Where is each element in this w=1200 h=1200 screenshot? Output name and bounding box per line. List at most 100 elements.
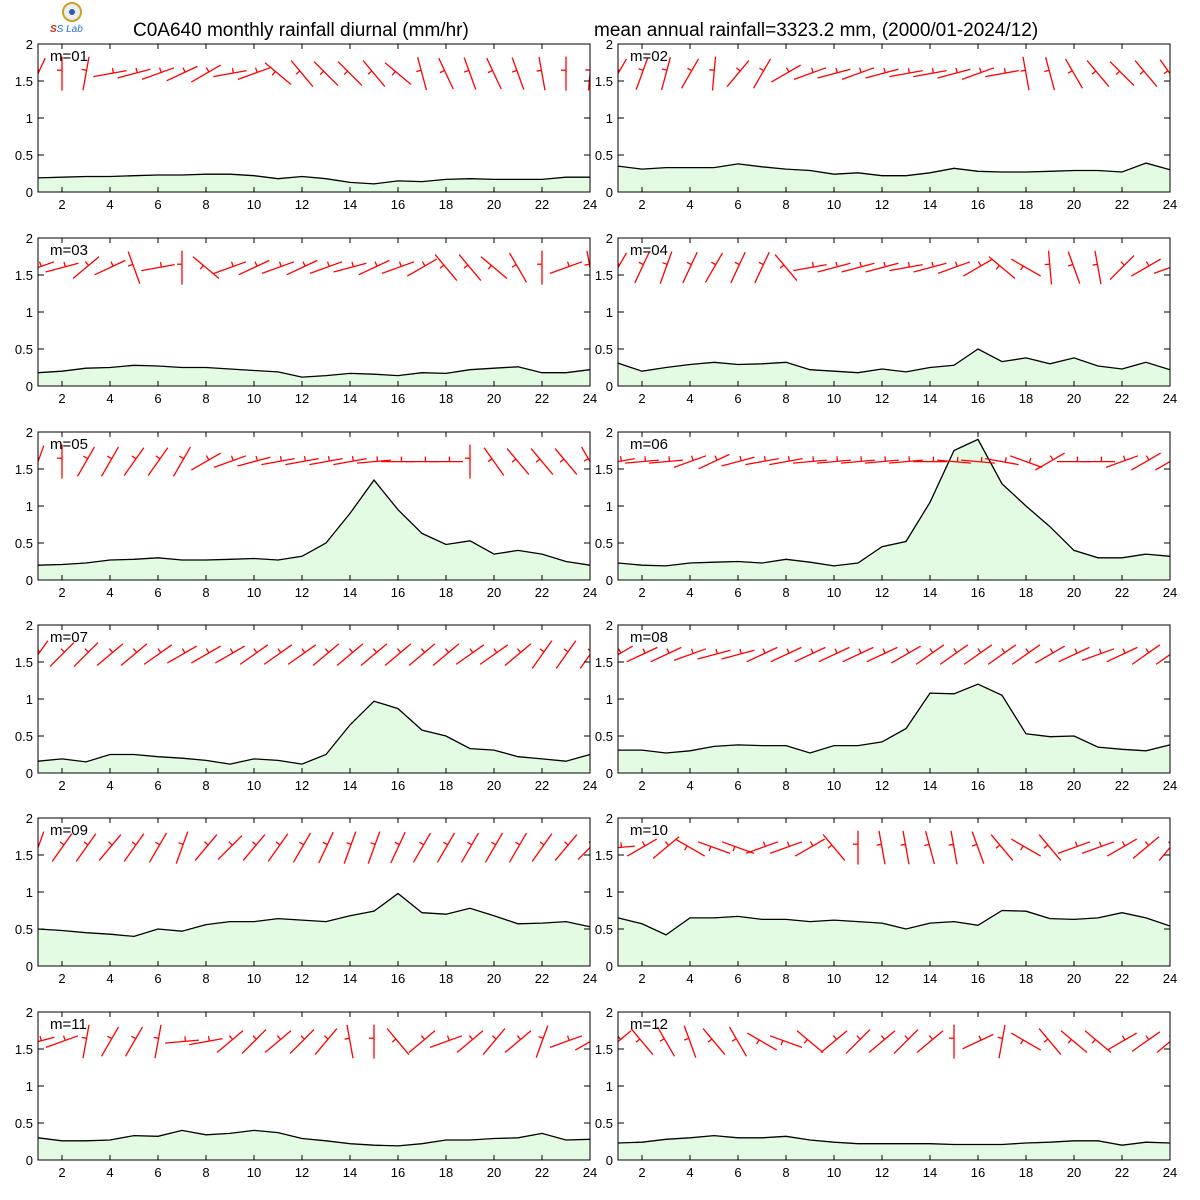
x-tick-label: 20 [487, 197, 501, 212]
x-tick-label: 20 [487, 971, 501, 986]
wind-stick [346, 1024, 354, 1059]
wind-stick [878, 830, 886, 865]
wind-tick [319, 70, 325, 76]
y-tick-label: 0 [606, 766, 613, 781]
wind-tick [1025, 648, 1030, 653]
wind-tick [228, 1035, 234, 1040]
x-tick-label: 14 [923, 197, 937, 212]
x-tick-label: 12 [875, 391, 889, 406]
wind-tick [907, 67, 910, 74]
wind-tick [155, 841, 161, 846]
wind-tick [1115, 70, 1121, 76]
wind-tick [391, 70, 396, 76]
month-label: m=07 [50, 629, 88, 646]
wind-stick [673, 648, 707, 662]
y-tick-label: 1.5 [15, 74, 33, 89]
wind-stick [1084, 1030, 1112, 1053]
wind-stick [579, 653, 590, 669]
x-tick-label: 4 [106, 197, 113, 212]
wind-tick [230, 455, 234, 461]
wind-tick [439, 264, 445, 269]
wind-tick [978, 67, 982, 73]
wind-tick [1043, 1038, 1049, 1043]
wind-tick [322, 841, 328, 846]
wind-stick [479, 644, 509, 665]
wind-stick [1067, 251, 1081, 284]
wind-stick [820, 1030, 848, 1053]
x-tick-label: 10 [247, 585, 261, 600]
wind-stick [697, 649, 731, 660]
wind-stick [985, 69, 1019, 78]
wind-tick [351, 455, 354, 462]
wind-stick [1034, 452, 1066, 471]
y-tick-label: 0 [26, 959, 33, 974]
wind-tick [707, 1038, 713, 1043]
wind-tick [907, 261, 910, 268]
wind-tick [1001, 648, 1006, 653]
wind-tick [205, 648, 210, 654]
wind-stick [531, 640, 553, 669]
rainfall-area [38, 365, 590, 386]
x-tick-label: 8 [202, 1165, 209, 1180]
x-tick-label: 4 [106, 585, 113, 600]
y-tick-label: 1.5 [595, 462, 613, 477]
wind-tick [181, 648, 186, 654]
wind-stick [531, 833, 553, 862]
wind-stick [312, 643, 340, 666]
wind-stick [1081, 648, 1115, 662]
x-tick-label: 6 [734, 971, 741, 986]
wind-tick [205, 67, 210, 73]
wind-tick [1121, 841, 1126, 847]
wind-tick [589, 1035, 590, 1037]
wind-stick [794, 646, 826, 663]
x-tick-label: 4 [106, 391, 113, 406]
month-label: m=04 [630, 242, 668, 259]
wind-stick [386, 1028, 410, 1056]
wind-stick [96, 643, 124, 666]
wind-tick [880, 1035, 886, 1040]
wind-stick [721, 456, 755, 467]
wind-markers [618, 250, 1170, 285]
wind-tick [1067, 1038, 1072, 1044]
rainfall-area [618, 439, 1170, 580]
wind-tick [955, 67, 958, 73]
wind-tick [327, 455, 330, 462]
wind-stick [482, 1028, 506, 1056]
wind-tick [539, 841, 545, 846]
month-label: m=09 [50, 822, 88, 839]
wind-stick [865, 459, 899, 464]
wind-stick [889, 459, 923, 464]
wind-stick [549, 261, 583, 275]
x-tick-label: 22 [1115, 778, 1129, 793]
wind-tick [372, 648, 378, 653]
wind-tick [108, 648, 114, 653]
wind-tick [666, 648, 670, 654]
wind-markers [38, 831, 590, 864]
wind-stick [1134, 60, 1158, 88]
wind-stick [172, 446, 192, 477]
wind-tick [230, 261, 234, 267]
wind-tick [588, 841, 590, 844]
wind-tick [635, 1038, 641, 1043]
wind-markers [618, 56, 1170, 91]
y-tick-label: 1.5 [595, 655, 613, 670]
wind-stick [362, 60, 386, 88]
wind-stick [406, 258, 438, 277]
x-tick-label: 24 [583, 778, 597, 793]
wind-markers [618, 830, 1170, 865]
wind-stick [635, 57, 649, 90]
wind-tick [762, 841, 766, 847]
wind-stick [117, 68, 151, 79]
x-tick-label: 12 [295, 971, 309, 986]
wind-tick [511, 458, 517, 463]
x-tick-label: 4 [686, 197, 693, 212]
x-tick-label: 2 [638, 1165, 645, 1180]
wind-markers [38, 640, 590, 669]
wind-stick [1081, 841, 1115, 855]
wind-stick [94, 259, 126, 276]
month-label: m=05 [50, 436, 88, 453]
